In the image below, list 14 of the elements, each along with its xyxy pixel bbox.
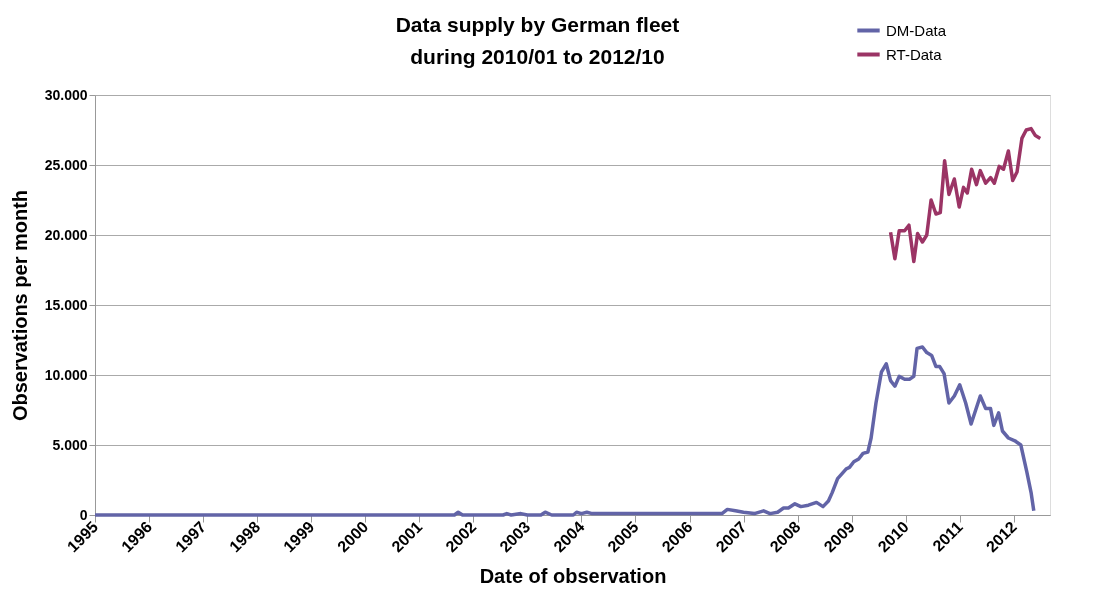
legend-label: DM-Data	[886, 21, 947, 39]
y-tick-label: 0	[79, 506, 88, 523]
y-axis-title: Observations per month	[8, 189, 31, 422]
x-axis-title: Date of observation	[479, 565, 667, 588]
line-series	[93, 345, 1036, 517]
y-tick-label: 15.000	[44, 296, 88, 313]
legend-label: RT-Data	[886, 45, 943, 63]
y-tick-label: 25.000	[44, 156, 88, 173]
chart-title: Data supply by German fleet during 2010/01 to 2012/10	[395, 13, 680, 68]
y-tick-label: 10.000	[44, 366, 88, 383]
line-series	[888, 126, 1043, 264]
y-tick-label: 5.000	[52, 436, 88, 453]
y-tick-label: 30.000	[44, 86, 88, 103]
y-tick-label: 20.000	[44, 226, 88, 243]
